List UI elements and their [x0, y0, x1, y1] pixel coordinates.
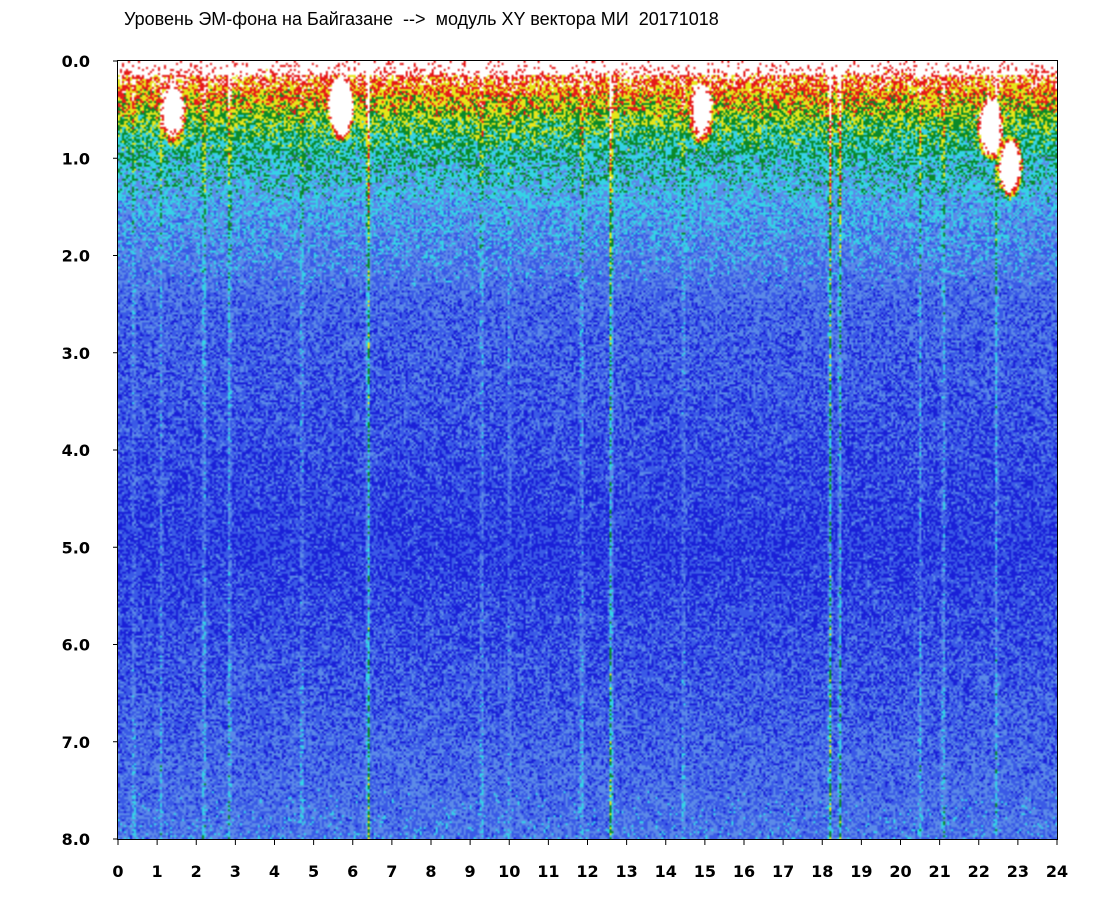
x-tick-label: 1 [152, 862, 163, 881]
chart-title: Уровень ЭМ-фона на Байгазане --> модуль … [124, 9, 719, 29]
x-tick-label: 18 [811, 862, 833, 881]
x-tick-label: 19 [850, 862, 872, 881]
y-tick-label: 6.0 [62, 636, 90, 655]
x-tick-label: 9 [465, 862, 476, 881]
plot-area [117, 60, 1058, 840]
x-tick-label: 13 [615, 862, 637, 881]
y-tick-label: 1.0 [62, 149, 90, 168]
y-tick-label: 7.0 [62, 733, 90, 752]
x-tick-label: 10 [498, 862, 520, 881]
x-tick-label: 24 [1046, 862, 1068, 881]
x-tick-label: 17 [772, 862, 794, 881]
y-tick-label: 0.0 [62, 52, 90, 71]
x-tick-label: 12 [576, 862, 598, 881]
x-tick-label: 16 [733, 862, 755, 881]
x-tick-label: 2 [191, 862, 202, 881]
y-tick-label: 5.0 [62, 538, 90, 557]
x-tick-label: 20 [889, 862, 911, 881]
y-tick-label: 8.0 [62, 830, 90, 849]
x-tick-label: 21 [928, 862, 950, 881]
heatmap-image [118, 61, 1057, 839]
y-tick-label: 3.0 [62, 344, 90, 363]
x-tick-label: 15 [694, 862, 716, 881]
x-tick-label: 3 [230, 862, 241, 881]
x-tick-label: 14 [655, 862, 677, 881]
x-axis: 0 1 2 3 4 5 6 7 8 9 10 11 12 13 14 15 16 17 18 19 20 21 22 23 24 [112, 839, 1068, 881]
x-tick-label: 6 [347, 862, 358, 881]
x-tick-label: 7 [386, 862, 397, 881]
x-tick-label: 23 [1007, 862, 1029, 881]
y-tick-label: 4.0 [62, 441, 90, 460]
y-tick-label: 2.0 [62, 247, 90, 266]
x-tick-label: 8 [425, 862, 436, 881]
y-axis: 0.0 1.0 2.0 3.0 4.0 5.0 6.0 7.0 8.0 [62, 52, 118, 849]
x-tick-label: 4 [269, 862, 280, 881]
x-tick-label: 22 [968, 862, 990, 881]
x-tick-label: 11 [537, 862, 559, 881]
x-tick-label: 5 [308, 862, 319, 881]
x-tick-label: 0 [112, 862, 123, 881]
